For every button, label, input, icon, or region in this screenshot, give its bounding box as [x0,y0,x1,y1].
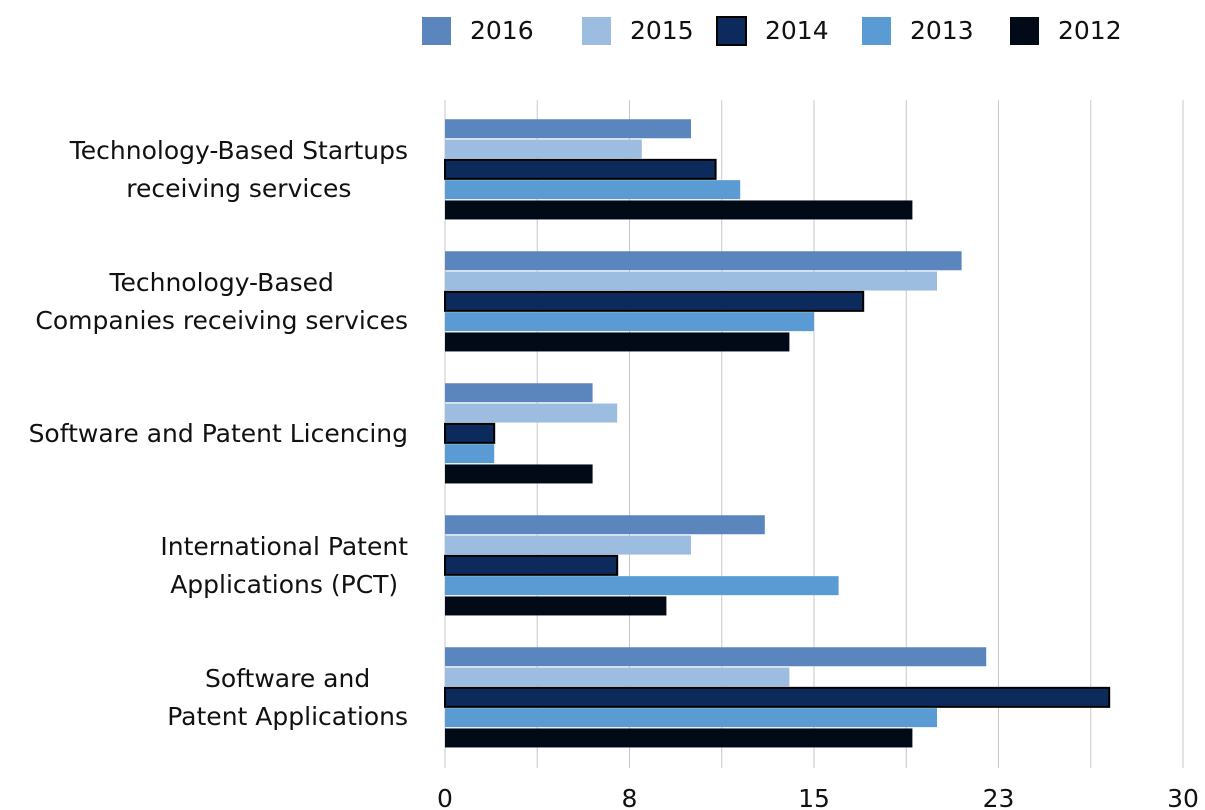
category-line: International Patent [160,532,408,561]
bar [445,180,741,200]
x-tick-label: 0 [437,784,453,810]
bar [445,139,642,159]
category-label: International Patent Applications (PCT) [160,528,408,604]
legend-label: 2014 [765,16,829,45]
category-label: Technology-Based Companies receiving serv… [35,264,408,340]
bar [445,464,593,484]
category-label: Software and Patent Licencing [29,415,408,453]
bar [445,383,593,403]
x-tick-label: 23 [983,784,1015,810]
category-line: Technology-Based Startups [69,136,408,165]
category-line: Technology-Based [109,268,334,297]
category-label: Technology-Based Startups receiving servi… [70,132,408,208]
category-line: Applications (PCT) [170,570,399,599]
category-line: receiving services [126,174,352,203]
legend-swatch [582,17,611,45]
bar [445,515,765,535]
legend-swatch [1010,17,1039,45]
bar [445,271,937,291]
bar [445,596,667,616]
category-line: Software and Patent Licencing [28,419,408,448]
bar [444,422,496,444]
x-tick-label: 8 [622,784,638,810]
bar [445,647,987,667]
bar [444,158,717,180]
legend-swatch [716,16,747,46]
bar [445,312,814,332]
bar [445,444,495,464]
category-line: Patent Applications [167,702,408,731]
legend-swatch [862,17,891,45]
x-tick-label: 30 [1167,784,1199,810]
bar [445,119,691,139]
category-line: Software and [205,664,371,693]
bar [445,200,913,220]
bar [445,332,790,352]
bar [445,403,618,423]
bar [445,576,839,596]
legend-label: 2013 [910,16,974,45]
bar [445,251,962,271]
bar [445,708,937,728]
category-line: Companies receiving services [35,306,408,335]
x-tick-label: 15 [798,784,830,810]
bar [444,686,1111,708]
bar [445,667,790,687]
category-label: Software and Patent Applications [167,660,408,736]
legend-swatch [422,17,451,45]
bar [444,290,865,312]
bar [445,535,691,555]
legend-label: 2012 [1058,16,1122,45]
legend-label: 2015 [630,16,694,45]
legend-label: 2016 [470,16,534,45]
bar [445,728,913,748]
bar [444,554,619,576]
